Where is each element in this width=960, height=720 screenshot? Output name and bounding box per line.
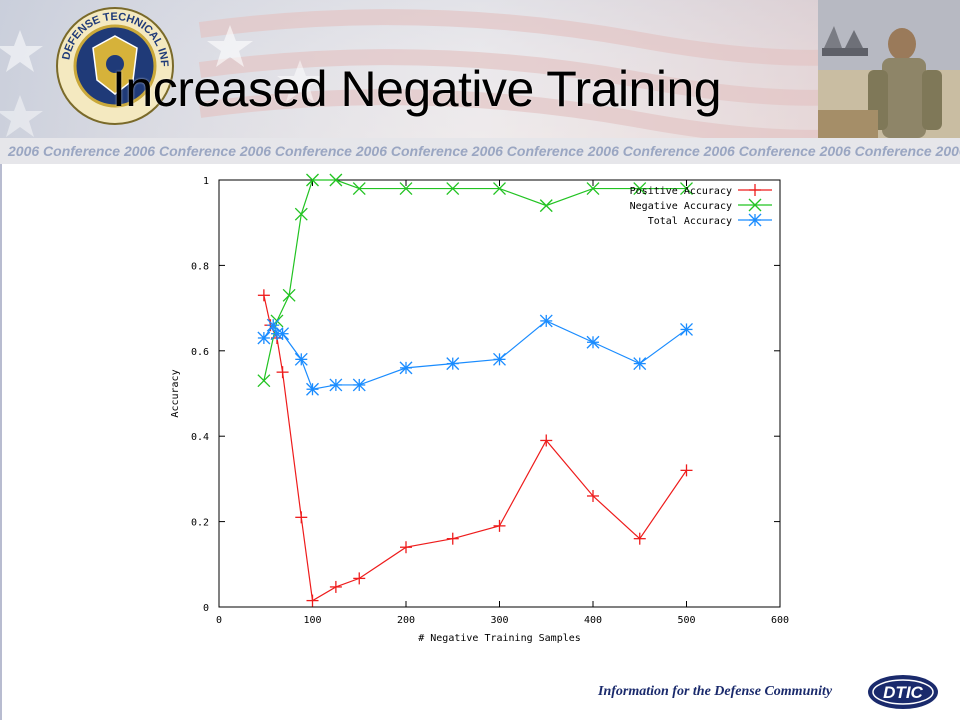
x-tick-label: 300 [490, 615, 508, 626]
data-point [329, 580, 342, 593]
y-tick-label: 0.8 [191, 261, 209, 272]
legend-marker [748, 213, 762, 227]
y-tick-label: 0.2 [191, 518, 209, 529]
data-point [680, 322, 693, 336]
y-tick-label: 0.4 [191, 432, 209, 443]
data-point [446, 182, 460, 195]
data-point [257, 331, 271, 345]
data-point [294, 207, 308, 221]
data-point [633, 357, 647, 371]
data-point [540, 434, 553, 447]
chart-legend: Positive Accuracy Negative Accuracy Total … [630, 184, 772, 227]
data-point [446, 357, 460, 371]
axis-ticks: 0 100 200 300 400 500 600 0 0.2 0.4 0.6 0.8 1 [191, 176, 789, 626]
x-tick-label: 100 [303, 615, 321, 626]
series-line [263, 295, 687, 602]
data-point [306, 382, 319, 396]
data-point [329, 378, 343, 392]
series-layer [257, 173, 693, 607]
legend-marker [748, 198, 762, 212]
data-point [539, 199, 553, 213]
data-point [539, 314, 553, 328]
data-point [352, 378, 366, 392]
data-point [257, 374, 271, 388]
data-point [306, 173, 319, 187]
data-point [276, 327, 290, 341]
series-star [257, 314, 693, 396]
y-tick-label: 0.6 [191, 347, 209, 358]
series-line [263, 179, 687, 381]
data-point [633, 532, 646, 545]
slide-title: Increased Negative Training [112, 61, 722, 117]
data-point [493, 519, 506, 532]
y-tick-label: 1 [203, 176, 209, 187]
footer-branding: Information for the Defense Community DT… [590, 672, 950, 712]
x-tick-label: 400 [584, 615, 602, 626]
data-point [400, 541, 412, 554]
series-cross [257, 173, 693, 388]
conference-strip-text: 2006 Conference 2006 Conference 2006 Con… [8, 143, 960, 159]
data-point [493, 352, 506, 366]
data-point [633, 182, 647, 195]
data-point [353, 572, 366, 585]
data-point [295, 511, 308, 524]
x-tick-label: 500 [677, 615, 695, 626]
header-banner: DEFENSE TECHNICAL INFORMATION CENTER Inc… [0, 0, 960, 138]
dtic-logo: DTIC [868, 675, 938, 709]
data-point [282, 288, 296, 302]
x-axis-label: # Negative Training Samples [418, 633, 581, 644]
data-point [399, 182, 413, 195]
data-point [257, 289, 270, 302]
series-plus [257, 289, 693, 607]
legend-label: Positive Accuracy [630, 186, 732, 197]
plot-frame [218, 179, 781, 608]
soldier-photo [818, 0, 960, 138]
plot-border [218, 179, 781, 608]
data-point [493, 182, 506, 195]
dtic-logo-text: DTIC [883, 683, 923, 702]
data-point [586, 182, 600, 195]
data-point [680, 182, 693, 195]
x-tick-label: 200 [397, 615, 415, 626]
data-point [352, 182, 366, 195]
data-point [329, 173, 343, 187]
data-point [399, 361, 413, 375]
conference-strip: 2006 Conference 2006 Conference 2006 Con… [0, 138, 960, 164]
footer-tagline: Information for the Defense Community [598, 684, 833, 699]
x-tick-label: 0 [216, 615, 222, 626]
data-point [294, 352, 308, 366]
series-line [263, 320, 687, 390]
y-tick-label: 0 [203, 603, 209, 614]
data-point [276, 366, 289, 379]
dtic-seal-logo: DEFENSE TECHNICAL INFORMATION CENTER [55, 6, 174, 125]
data-point [306, 594, 319, 607]
y-axis-label: Accuracy [170, 369, 181, 417]
legend-marker [749, 184, 761, 196]
x-tick-label: 600 [771, 615, 789, 626]
legend-label: Negative Accuracy [630, 201, 732, 212]
legend-label: Total Accuracy [648, 216, 732, 227]
data-point [587, 489, 599, 502]
data-point [446, 532, 459, 545]
data-point [586, 335, 600, 349]
accuracy-line-chart: 0 100 200 300 400 500 600 0 0.2 0.4 0.6 0.8 1 Positi… [170, 173, 789, 644]
left-border [0, 164, 2, 720]
data-point [680, 464, 693, 477]
